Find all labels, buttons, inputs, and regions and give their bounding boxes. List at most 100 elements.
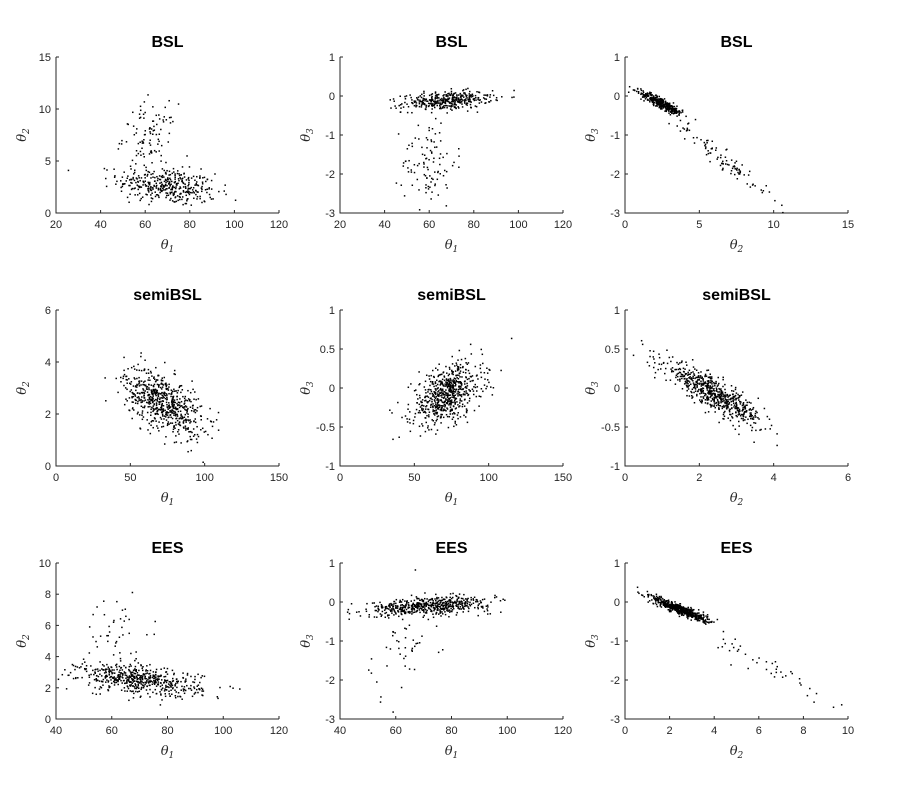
data-point — [131, 182, 133, 184]
data-point — [711, 148, 713, 150]
y-tick-label: 1 — [614, 558, 620, 570]
data-point — [145, 678, 147, 680]
data-point — [436, 601, 438, 604]
data-point — [137, 396, 140, 398]
data-point — [177, 423, 180, 425]
data-point — [173, 201, 175, 203]
data-point — [441, 382, 444, 385]
data-point — [143, 368, 146, 371]
data-point — [152, 400, 154, 403]
data-point — [458, 391, 461, 394]
data-point — [439, 107, 441, 110]
data-point — [454, 420, 457, 423]
data-point — [223, 190, 225, 192]
data-point — [628, 85, 631, 88]
x-tick-label: 40 — [334, 725, 346, 737]
data-point — [427, 188, 430, 190]
data-point — [176, 195, 179, 197]
data-point — [165, 188, 167, 190]
data-point — [428, 94, 431, 97]
data-point — [745, 411, 748, 413]
data-point — [633, 89, 636, 91]
data-point — [465, 390, 467, 392]
data-point — [710, 377, 713, 380]
data-point — [477, 378, 479, 380]
data-point — [440, 413, 442, 416]
data-point — [748, 401, 750, 404]
data-point — [485, 387, 487, 390]
data-point — [706, 397, 708, 400]
data-point — [758, 418, 760, 420]
data-point — [160, 175, 163, 178]
data-point — [648, 92, 650, 95]
data-point — [390, 604, 393, 607]
data-point — [660, 107, 662, 109]
data-point — [692, 380, 694, 382]
data-point — [677, 379, 679, 381]
data-point — [435, 613, 437, 615]
data-point — [685, 379, 688, 381]
data-point — [158, 421, 160, 423]
data-point — [128, 675, 131, 677]
data-point — [433, 390, 435, 393]
data-point — [425, 604, 428, 606]
data-point — [473, 99, 475, 102]
data-point — [449, 102, 451, 104]
data-point — [165, 679, 167, 682]
data-point — [450, 408, 453, 411]
data-point — [738, 433, 740, 436]
data-point — [106, 663, 108, 666]
data-point — [368, 614, 371, 616]
data-point — [717, 156, 719, 159]
data-point — [94, 672, 96, 674]
data-point — [130, 381, 133, 383]
data-point — [729, 394, 731, 397]
data-point — [380, 604, 383, 606]
y-tick-label: -0.5 — [316, 422, 335, 434]
data-point — [698, 383, 700, 385]
data-point — [434, 146, 436, 149]
data-point — [675, 368, 678, 371]
data-point — [136, 413, 139, 415]
data-point — [441, 596, 443, 599]
data-point — [467, 394, 469, 397]
data-point — [467, 100, 470, 103]
data-point — [750, 413, 753, 416]
data-point — [677, 363, 680, 365]
data-point — [88, 674, 90, 677]
data-point — [138, 185, 141, 188]
data-point — [723, 406, 726, 408]
data-point — [432, 604, 435, 607]
y-tick-label: -1 — [610, 130, 620, 142]
data-point — [710, 404, 712, 406]
data-point — [445, 383, 448, 386]
data-point — [134, 169, 136, 172]
data-point — [668, 600, 670, 603]
data-point — [146, 419, 148, 421]
data-point — [183, 402, 186, 404]
data-point — [373, 602, 376, 604]
data-point — [418, 642, 421, 644]
data-point — [684, 368, 686, 370]
data-point — [168, 187, 170, 189]
data-point — [133, 179, 136, 182]
data-point — [456, 600, 458, 603]
data-point — [734, 395, 736, 398]
x-axis-label: θ1 — [445, 238, 459, 255]
data-point — [179, 193, 181, 195]
data-point — [419, 611, 421, 614]
data-point — [738, 396, 741, 398]
data-point — [439, 405, 441, 407]
data-point — [135, 163, 137, 165]
data-point — [126, 690, 129, 692]
data-point — [158, 386, 160, 388]
data-point — [728, 395, 730, 397]
data-point — [725, 395, 727, 398]
data-point — [424, 430, 427, 433]
data-point — [391, 603, 393, 606]
data-point — [446, 600, 449, 603]
data-point — [139, 682, 141, 684]
data-point — [741, 404, 744, 407]
data-point — [434, 133, 437, 135]
